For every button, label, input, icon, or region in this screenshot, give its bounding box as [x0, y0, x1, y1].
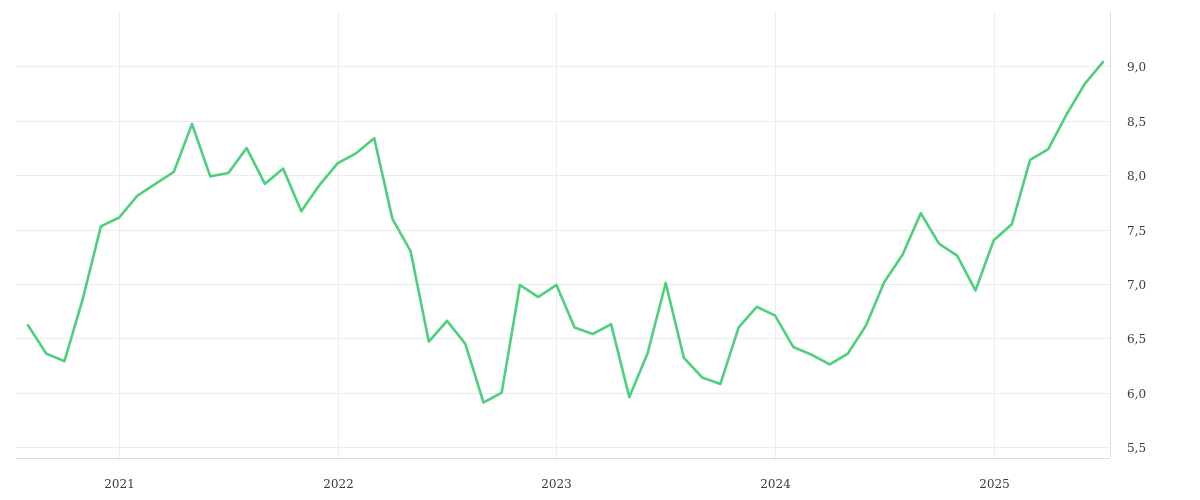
x-tick-label: 2025 — [979, 477, 1010, 491]
x-tick-label: 2023 — [541, 477, 572, 491]
x-tick-label: 2021 — [104, 477, 135, 491]
y-tick-label: 7,5 — [1127, 224, 1146, 238]
y-tick-label: 5,5 — [1127, 441, 1146, 455]
x-axis-tick-labels: 2021 2022 2023 2024 2025 — [104, 477, 1010, 491]
axes — [16, 12, 1111, 459]
y-tick-label: 6,5 — [1127, 332, 1146, 346]
y-axis-tick-labels: 5,5 6,0 6,5 7,0 7,5 8,0 8,5 9,0 — [1127, 60, 1146, 455]
y-tick-label: 8,5 — [1127, 115, 1146, 129]
series-line — [26, 60, 1105, 404]
x-tick-label: 2024 — [760, 477, 791, 491]
horizontal-gridlines — [16, 66, 1110, 448]
y-tick-label: 6,0 — [1127, 387, 1146, 401]
y-tick-label: 7,0 — [1127, 278, 1146, 292]
y-tick-label: 8,0 — [1127, 169, 1146, 183]
vertical-gridlines — [119, 12, 995, 458]
series-layer — [26, 60, 1105, 404]
x-tick-label: 2022 — [323, 477, 354, 491]
y-tick-label: 9,0 — [1127, 60, 1146, 74]
